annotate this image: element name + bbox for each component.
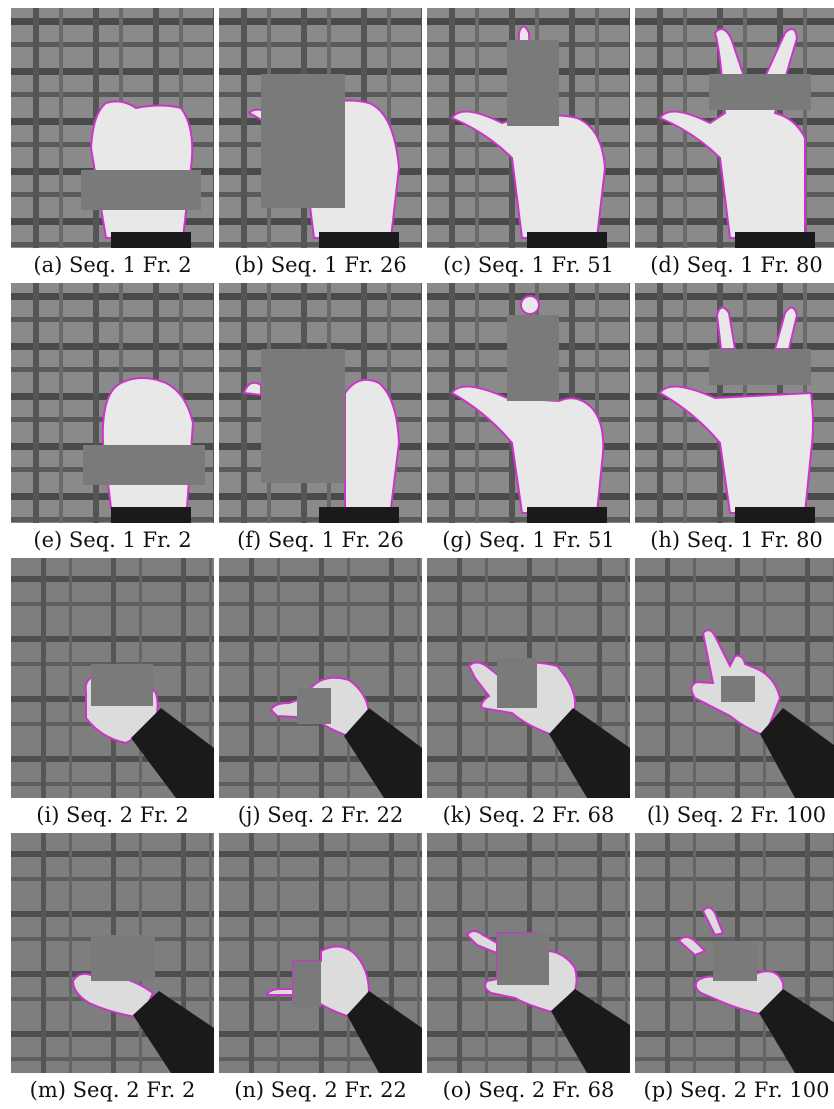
tracking-image xyxy=(219,283,422,523)
panel-i: (i) Seq. 2 Fr. 2 xyxy=(11,558,214,833)
tracking-image xyxy=(427,8,630,248)
tracking-image xyxy=(427,558,630,798)
tracking-image xyxy=(219,833,422,1073)
panel-a: (a) Seq. 1 Fr. 2 xyxy=(11,8,214,283)
tracking-image xyxy=(11,283,214,523)
panel-n: (n) Seq. 2 Fr. 22 xyxy=(219,833,422,1108)
panel-caption: (m) Seq. 2 Fr. 2 xyxy=(29,1078,196,1102)
tracking-image xyxy=(635,558,834,798)
tracking-image xyxy=(635,833,834,1073)
panel-caption: (h) Seq. 1 Fr. 80 xyxy=(650,528,823,552)
panel-caption: (n) Seq. 2 Fr. 22 xyxy=(234,1078,407,1102)
panel-c: (c) Seq. 1 Fr. 51 xyxy=(427,8,630,283)
tracking-image xyxy=(427,833,630,1073)
panel-o: (o) Seq. 2 Fr. 68 xyxy=(427,833,630,1108)
panel-f: (f) Seq. 1 Fr. 26 xyxy=(219,283,422,558)
panel-b: (b) Seq. 1 Fr. 26 xyxy=(219,8,422,283)
panel-k: (k) Seq. 2 Fr. 68 xyxy=(427,558,630,833)
panel-caption: (b) Seq. 1 Fr. 26 xyxy=(234,253,407,277)
panel-m: (m) Seq. 2 Fr. 2 xyxy=(11,833,214,1108)
tracking-image xyxy=(635,8,834,248)
panel-caption: (g) Seq. 1 Fr. 51 xyxy=(442,528,615,552)
panel-p: (p) Seq. 2 Fr. 100 xyxy=(635,833,834,1108)
panel-h: (h) Seq. 1 Fr. 80 xyxy=(635,283,834,558)
tracking-image xyxy=(635,283,834,523)
tracking-image xyxy=(427,283,630,523)
panel-caption: (o) Seq. 2 Fr. 68 xyxy=(442,1078,615,1102)
panel-l: (l) Seq. 2 Fr. 100 xyxy=(635,558,834,833)
panel-caption: (i) Seq. 2 Fr. 2 xyxy=(36,803,189,827)
panel-caption: (p) Seq. 2 Fr. 100 xyxy=(643,1078,830,1102)
panel-d: (d) Seq. 1 Fr. 80 xyxy=(635,8,834,283)
tracking-image xyxy=(219,558,422,798)
tracking-image xyxy=(219,8,422,248)
panel-caption: (c) Seq. 1 Fr. 51 xyxy=(443,253,614,277)
tracking-image xyxy=(11,833,214,1073)
panel-caption: (l) Seq. 2 Fr. 100 xyxy=(646,803,827,827)
panel-j: (j) Seq. 2 Fr. 22 xyxy=(219,558,422,833)
panel-caption: (a) Seq. 1 Fr. 2 xyxy=(33,253,192,277)
panel-e: (e) Seq. 1 Fr. 2 xyxy=(11,283,214,558)
panel-caption: (e) Seq. 1 Fr. 2 xyxy=(33,528,192,552)
panel-caption: (k) Seq. 2 Fr. 68 xyxy=(442,803,615,827)
tracking-image xyxy=(11,8,214,248)
panel-g: (g) Seq. 1 Fr. 51 xyxy=(427,283,630,558)
panel-caption: (j) Seq. 2 Fr. 22 xyxy=(237,803,404,827)
panel-caption: (d) Seq. 1 Fr. 80 xyxy=(650,253,823,277)
panel-caption: (f) Seq. 1 Fr. 26 xyxy=(237,528,404,552)
tracking-image xyxy=(11,558,214,798)
